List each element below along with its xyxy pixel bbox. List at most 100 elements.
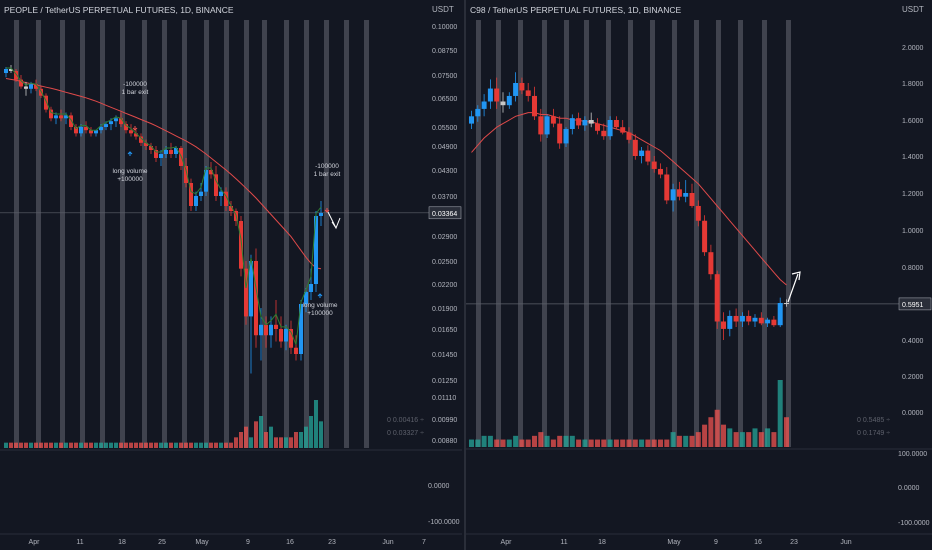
price-tick-label: 0.10000 — [432, 24, 457, 31]
session-band — [36, 20, 41, 448]
x-tick-label: Apr — [29, 539, 41, 546]
price-tick-label: 1.2000 — [902, 191, 924, 198]
candle-body — [784, 303, 789, 304]
price-tick-label: 0.00990 — [432, 417, 457, 424]
pane-divider[interactable] — [464, 0, 466, 550]
signal-arrow — [132, 126, 138, 131]
candle-body — [194, 196, 198, 206]
volume-bar — [234, 437, 238, 448]
c98-chart-svg[interactable]: 2.0000 1.8000 1.6000 1.4000 1.2000 1.0000 0.80… — [466, 0, 932, 550]
volume-bar — [79, 442, 83, 448]
fast-line — [6, 67, 322, 345]
candle-body — [664, 174, 670, 201]
volume-bar — [758, 432, 764, 447]
session-band — [284, 20, 289, 448]
current-price-label: 0.03364 — [432, 211, 457, 218]
annotation-sublabel: 1 bar exit — [314, 171, 341, 178]
chart-title: C98 / TetherUS PERPETUAL FUTURES, 1D, BI… — [470, 5, 682, 15]
candle-body — [475, 108, 481, 117]
volume-bar — [229, 442, 233, 448]
candle-body — [727, 315, 733, 329]
volume-bar — [139, 442, 143, 448]
candle-body — [14, 71, 18, 80]
candle-body — [54, 115, 58, 119]
candle-body — [169, 150, 173, 154]
candle-body — [601, 130, 607, 137]
session-band — [542, 20, 547, 447]
candle-body — [670, 189, 676, 201]
volume-bar — [304, 426, 308, 448]
candle-body — [746, 315, 752, 322]
volume-bar — [651, 439, 657, 447]
session-band — [344, 20, 349, 448]
volume-bar — [664, 439, 670, 447]
volume-bar — [94, 442, 98, 448]
x-tick-label: 11 — [76, 539, 83, 546]
people-chart-svg[interactable]: 0.10000 0.08750 0.07500 0.06500 0.05500 0.049… — [0, 0, 464, 550]
x-tick-label: Jun — [840, 539, 851, 546]
candle-body — [626, 132, 632, 140]
oscillator-tick-label: -100.0000 — [898, 520, 930, 527]
session-band — [324, 20, 329, 448]
volume-bar — [244, 426, 248, 448]
volume-bar — [645, 439, 651, 447]
volume-bar — [109, 442, 113, 448]
volume-bar — [563, 435, 569, 447]
candle-body — [607, 120, 613, 137]
candle-body — [620, 127, 626, 133]
session-band — [100, 20, 105, 448]
price-tick-label: 0.05500 — [432, 125, 457, 132]
candle-body — [274, 324, 278, 329]
candle-body — [69, 115, 73, 127]
x-tick-label: 18 — [598, 539, 606, 546]
candle-body — [487, 88, 493, 102]
session-band — [518, 20, 523, 447]
price-tick-label: 0.02200 — [432, 282, 457, 289]
volume-bar — [129, 442, 133, 448]
chart-pane-people[interactable]: 0.10000 0.08750 0.07500 0.06500 0.05500 0.049… — [0, 0, 464, 550]
volume-bar — [513, 435, 519, 447]
volume-bar — [289, 437, 293, 448]
candle-body — [219, 191, 223, 196]
chart-pane-c98[interactable]: 2.0000 1.8000 1.6000 1.4000 1.2000 1.0000 0.80… — [466, 0, 932, 550]
volume-bar — [264, 432, 268, 448]
price-tick-label: 0.01110 — [432, 395, 456, 402]
x-tick-label: Jun — [382, 539, 393, 546]
volume-bar — [500, 439, 506, 447]
volume-bar — [319, 421, 323, 448]
candle-body — [550, 116, 556, 124]
volume-bar — [309, 416, 313, 448]
x-tick-label: May — [667, 539, 681, 546]
session-band — [204, 20, 209, 448]
candle-body — [94, 130, 98, 134]
candle-body — [244, 268, 248, 317]
candle-body — [639, 150, 645, 156]
price-axis-unit: USDT — [432, 5, 454, 14]
candle-body — [708, 252, 714, 275]
session-band — [628, 20, 633, 447]
candle-body — [758, 317, 764, 324]
volume-bar — [582, 439, 588, 447]
chart-title: PEOPLE / TetherUS PERPETUAL FUTURES, 1D,… — [4, 5, 234, 15]
candle-body — [214, 174, 218, 196]
candle-body — [199, 191, 203, 196]
volume-bar — [144, 442, 148, 448]
candle-body — [319, 213, 323, 216]
volume-bar — [164, 442, 168, 448]
volume-bar — [314, 400, 318, 448]
session-band — [606, 20, 611, 447]
candle-body — [595, 123, 600, 131]
x-tick-label: Apr — [501, 539, 513, 546]
session-band — [262, 20, 267, 448]
volume-bar — [19, 442, 23, 448]
candle-body — [632, 139, 638, 156]
session-band — [120, 20, 125, 448]
x-tick-label: May — [195, 539, 209, 546]
candle-body — [109, 121, 113, 125]
volume-bar — [204, 442, 208, 448]
indicator-value-label: 0 0.5485 ÷ — [857, 417, 890, 424]
volume-bar — [557, 435, 563, 447]
session-band — [496, 20, 501, 447]
x-tick-label: 11 — [560, 539, 567, 546]
candle-body — [689, 193, 695, 206]
